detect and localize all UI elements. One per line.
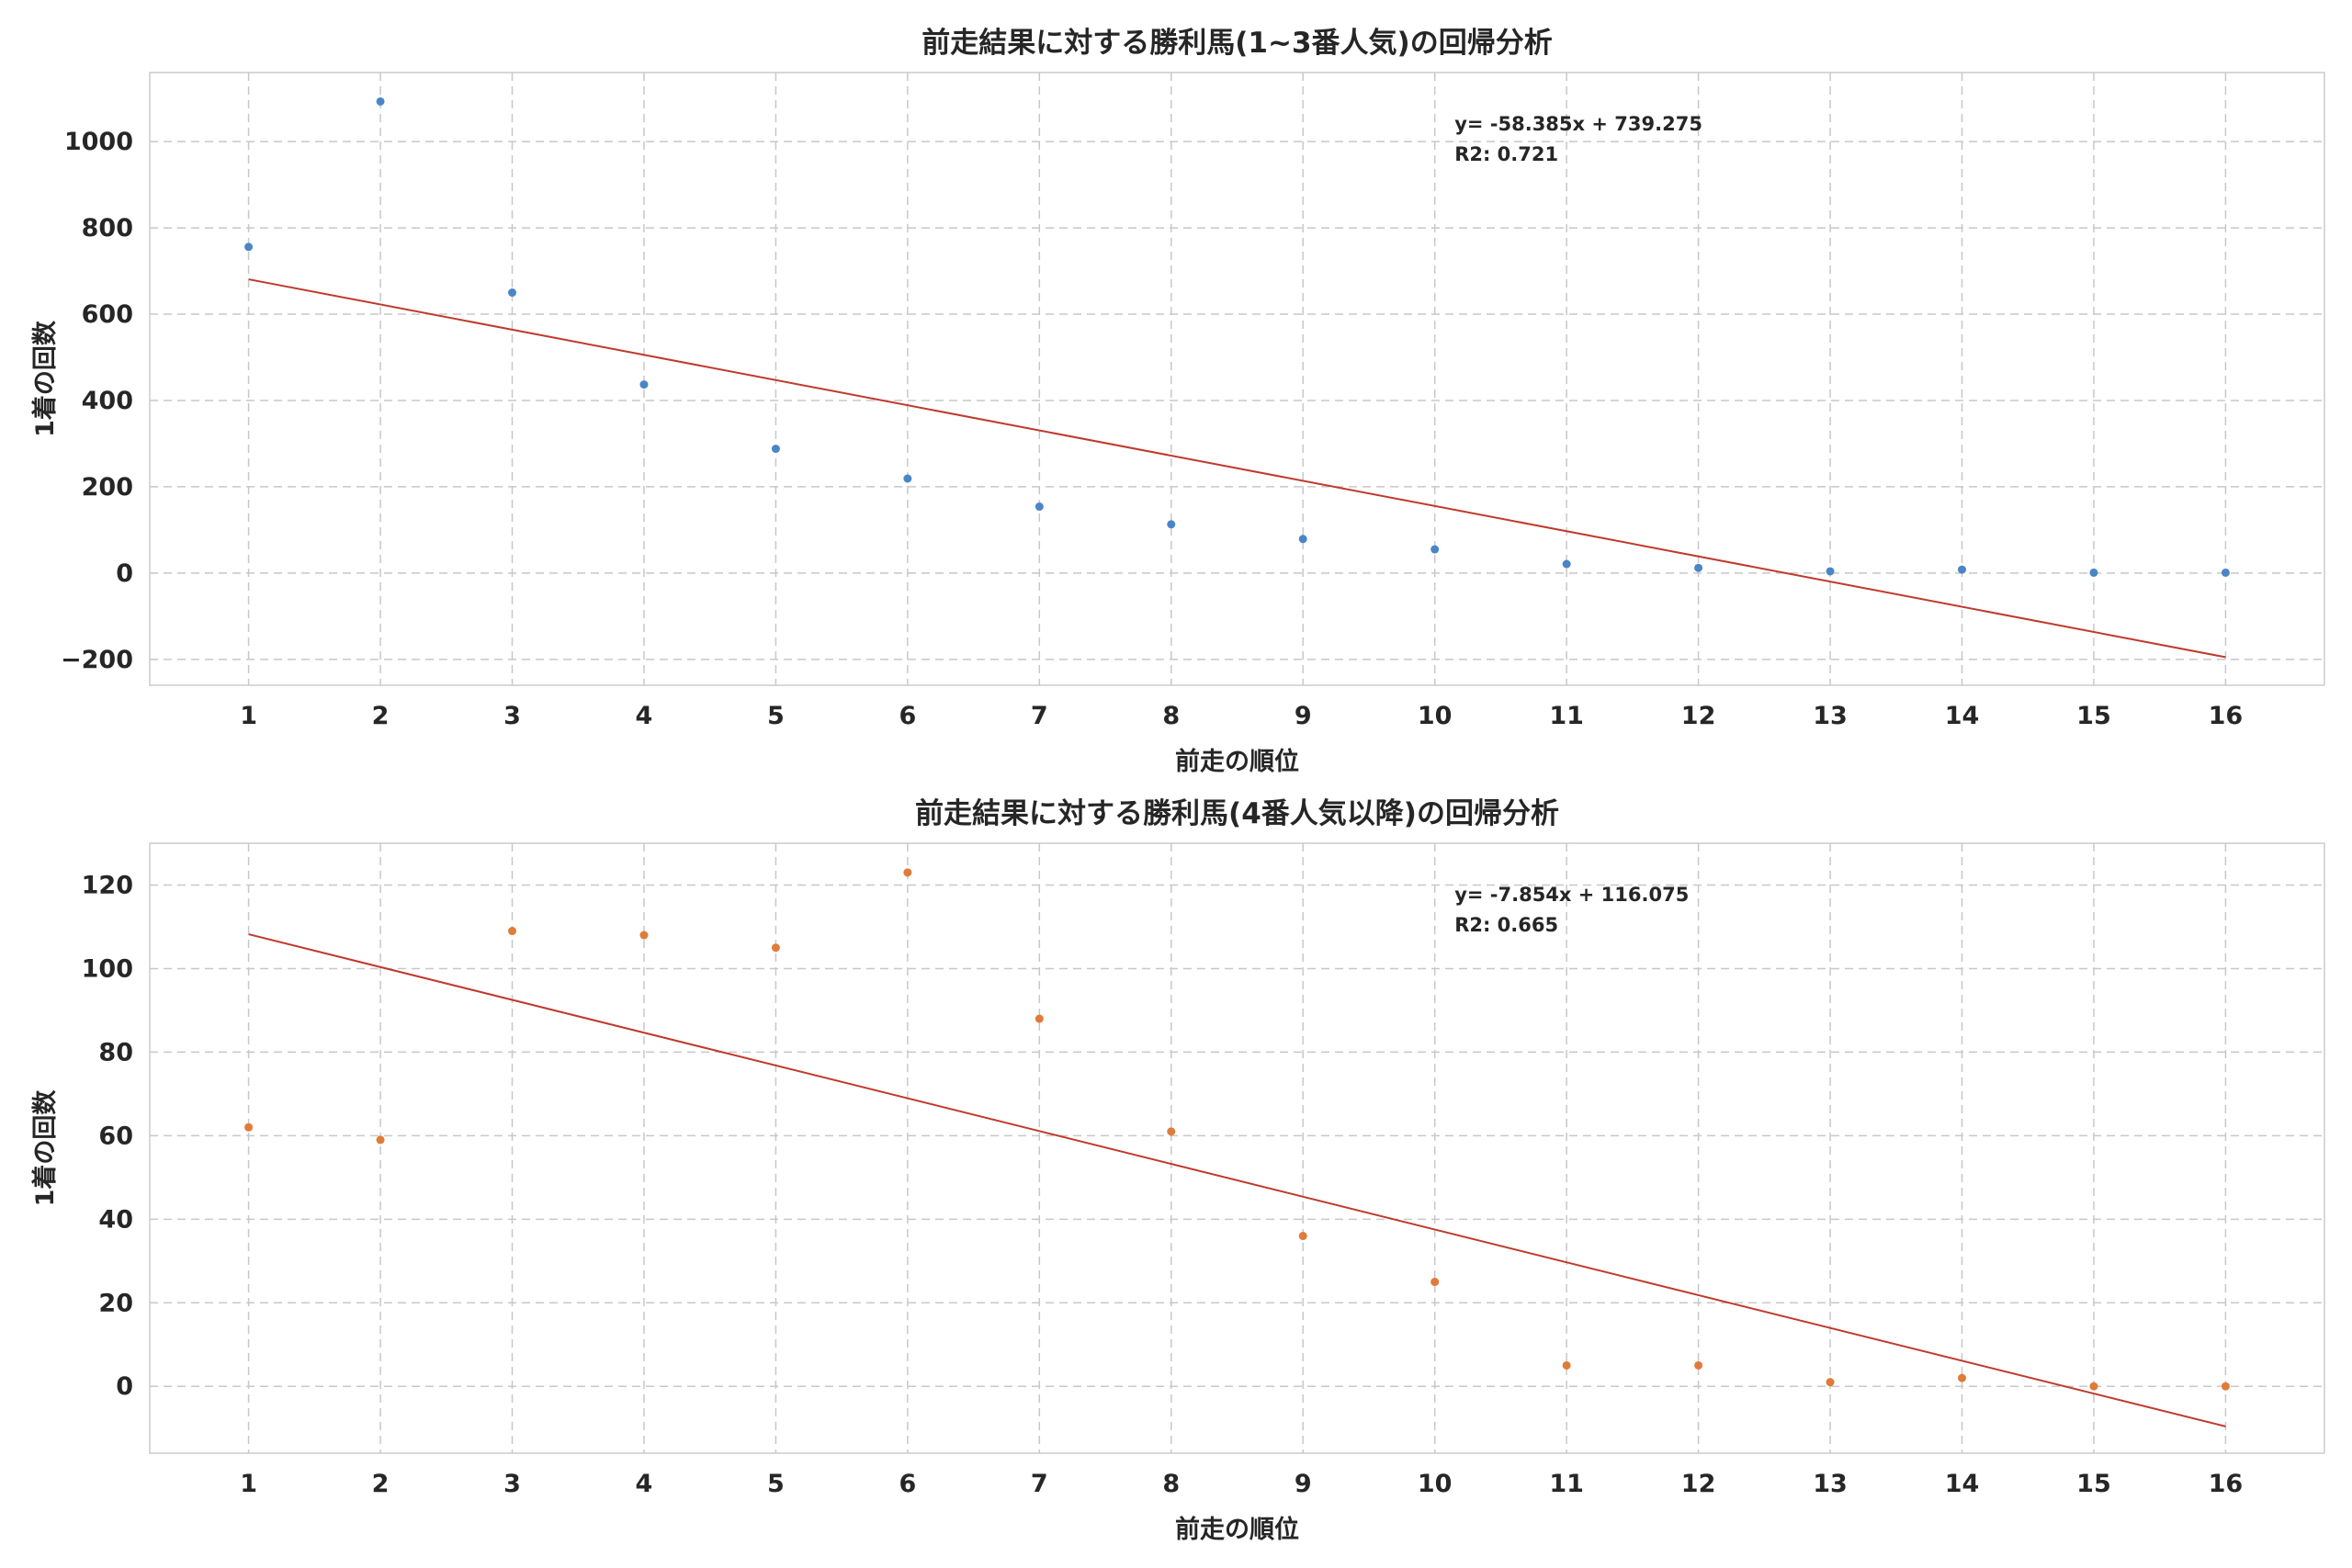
- y-tick-label: 0: [116, 559, 133, 588]
- data-point: [508, 288, 516, 298]
- plot-area: [149, 842, 2325, 1454]
- data-point: [771, 943, 780, 953]
- x-tick-label: 1: [240, 702, 257, 730]
- y-tick-label: 800: [82, 214, 133, 243]
- x-tick-label: 6: [899, 1470, 916, 1498]
- data-point: [1694, 563, 1703, 572]
- x-tick-label: 14: [1945, 702, 1980, 730]
- y-tick-label: 100: [82, 954, 133, 983]
- data-point: [244, 243, 254, 252]
- x-tick-label: 5: [767, 702, 785, 730]
- data-point: [639, 380, 649, 389]
- data-point: [1298, 1232, 1307, 1241]
- data-point: [508, 927, 516, 936]
- data-point: [903, 474, 912, 483]
- y-tick-label: 600: [82, 300, 133, 329]
- x-axis-label: 前走の順位: [1175, 747, 1299, 776]
- y-tick-label: 1000: [64, 128, 133, 156]
- y-axis-label: 1着の回数: [30, 320, 60, 437]
- regression-line: [248, 933, 2226, 1427]
- data-point: [1035, 502, 1044, 512]
- x-tick-label: 2: [372, 702, 390, 730]
- x-tick-label: 5: [767, 1470, 785, 1498]
- data-point: [2221, 568, 2230, 577]
- x-tick-label: 3: [503, 702, 521, 730]
- x-tick-label: 15: [2076, 1470, 2111, 1498]
- data-point: [1562, 1360, 1571, 1370]
- x-tick-label: 8: [1162, 1470, 1180, 1498]
- data-point: [1035, 1014, 1044, 1023]
- x-tick-label: 6: [899, 702, 916, 730]
- chart-title: 前走結果に対する勝利馬(1~3番人気)の回帰分析: [922, 27, 1552, 60]
- x-tick-label: 9: [1295, 1470, 1312, 1498]
- x-tick-label: 12: [1681, 702, 1716, 730]
- data-point: [1826, 567, 1835, 576]
- data-point: [1694, 1360, 1703, 1370]
- y-tick-label: 400: [82, 387, 133, 415]
- x-tick-label: 2: [372, 1470, 390, 1498]
- r-squared-label: R2: 0.721: [1454, 143, 1558, 165]
- plot-area: [149, 72, 2325, 686]
- x-tick-label: 9: [1295, 702, 1312, 730]
- chart-title: 前走結果に対する勝利馬(4番人気以降)の回帰分析: [915, 797, 1559, 830]
- x-tick-label: 15: [2076, 702, 2111, 730]
- data-point: [903, 868, 912, 877]
- x-tick-label: 7: [1031, 702, 1048, 730]
- y-tick-label: 80: [98, 1038, 133, 1066]
- x-tick-label: 14: [1945, 1470, 1980, 1498]
- data-point: [1958, 1373, 1966, 1382]
- data-point: [771, 445, 780, 454]
- data-point: [244, 1122, 254, 1132]
- x-tick-label: 16: [2209, 1470, 2244, 1498]
- y-tick-label: 200: [82, 473, 133, 502]
- x-tick-label: 16: [2209, 702, 2244, 730]
- x-tick-label: 3: [503, 1470, 521, 1498]
- r-squared-label: R2: 0.665: [1454, 914, 1558, 936]
- data-point: [1958, 565, 1966, 574]
- x-tick-label: 11: [1549, 702, 1584, 730]
- x-tick-label: 10: [1418, 1470, 1453, 1498]
- data-point: [1167, 520, 1176, 529]
- data-point: [2089, 1382, 2098, 1391]
- data-point: [1562, 559, 1571, 569]
- data-point: [376, 96, 385, 106]
- regression-equation: y= -7.854x + 116.075: [1454, 884, 1689, 906]
- data-point: [2221, 1382, 2230, 1391]
- data-point: [1430, 1278, 1440, 1287]
- x-tick-label: 10: [1418, 702, 1453, 730]
- x-tick-label: 1: [240, 1470, 257, 1498]
- y-axis-label: 1着の回数: [30, 1089, 60, 1207]
- x-tick-label: 4: [636, 1470, 653, 1498]
- y-tick-label: 20: [98, 1289, 133, 1317]
- x-axis-label: 前走の順位: [1175, 1515, 1299, 1544]
- y-tick-label: 120: [82, 871, 133, 899]
- x-tick-label: 13: [1813, 702, 1848, 730]
- y-tick-label: 0: [116, 1372, 133, 1401]
- data-point: [639, 931, 649, 940]
- x-tick-label: 8: [1162, 702, 1180, 730]
- x-tick-label: 11: [1549, 1470, 1584, 1498]
- y-tick-label: 60: [98, 1122, 133, 1150]
- regression-equation: y= -58.385x + 739.275: [1454, 113, 1702, 135]
- chart-panel-1: 1 2 3 4 5 6 7 8 9 10 11 12 13 14 15 16−2000200400600800…: [30, 27, 2325, 776]
- data-point: [1826, 1378, 1835, 1387]
- x-tick-label: 7: [1031, 1470, 1048, 1498]
- regression-line: [248, 278, 2226, 659]
- data-point: [1298, 535, 1307, 544]
- x-tick-label: 12: [1681, 1470, 1716, 1498]
- data-point: [1430, 545, 1440, 554]
- y-tick-label: 40: [98, 1205, 133, 1234]
- data-point: [376, 1135, 385, 1145]
- x-tick-label: 4: [636, 702, 653, 730]
- data-point: [2089, 568, 2098, 577]
- y-tick-label: −200: [61, 646, 133, 674]
- x-tick-label: 13: [1813, 1470, 1848, 1498]
- data-point: [1167, 1127, 1176, 1136]
